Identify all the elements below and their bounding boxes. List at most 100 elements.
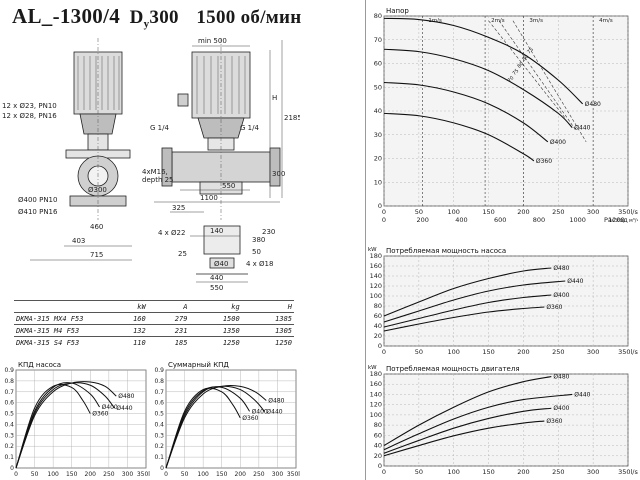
plot-area [15,369,147,469]
plot-area [383,255,629,347]
x-tick-label: 50 [415,468,423,476]
dim-g-left: G 1/4 [150,124,169,132]
efficiency-line [512,20,587,143]
x-tick-label: 100 [448,208,460,216]
series-line [383,48,573,129]
y-tick-label: 80 [374,421,382,429]
series-label: Ø400 [102,404,118,411]
x-tick-label: 100 [197,471,209,478]
series-line [383,420,545,457]
y-tick-label: 0.5 [4,411,14,418]
x-tick-label: 300 [587,468,599,476]
y-tick-label: 0.2 [154,443,164,450]
series-line [165,386,250,469]
spec-cell: 132 [106,324,148,337]
x-tick-label: 0 [14,471,18,478]
series-label: Ø360 [242,415,258,422]
dim-g-right: G 1/4 [240,124,259,132]
dim-d40: Ø40 [214,260,228,268]
y-tick-label: 160 [370,262,382,270]
dim-50: 50 [252,248,261,256]
y-tick-label: 0.3 [154,432,164,439]
x2-tick-label: 0 [382,216,386,224]
x-tick-label: 350l/s [618,208,638,216]
series-label: Ø440 [574,125,590,132]
y-tick-label: 0.8 [154,378,164,385]
x-tick-label: 0 [382,468,386,476]
y-tick-label: 0 [378,462,382,470]
dim-325: 325 [172,204,185,212]
velocity-label: 3m/s [529,18,543,24]
series-line [383,376,552,447]
table-row: DKMA-315 MX4 F53 160 279 1500 1385 [14,312,294,325]
x-tick-label: 250 [103,471,115,478]
x-tick-label: 100 [448,348,460,356]
series-line [383,306,545,332]
efficiency-label: 70 [507,75,516,84]
spec-cell: 1250 [241,336,294,348]
x-tick-label: 350l/s [287,471,300,478]
y-tick-label: 60 [374,431,382,439]
dim-4x18: 4 x Ø18 [246,260,273,268]
series-label: Ø400 [553,292,569,299]
x-tick-label: 50 [181,471,189,478]
dim-d300: Ø300 [88,186,107,194]
spec-cell: 1350 [189,324,242,337]
dim-2185: 2185 [284,114,300,122]
pump-side-view [65,38,131,220]
y-tick-label: 0.9 [154,367,164,374]
total-efficiency-chart: 0 0.1 0.2 0.3 0.4 0.5 0.6 0.7 0.8 0.9 0 50 100 150 200… [154,361,300,478]
y-unit-label: kW [368,247,377,253]
spec-cell: 185 [147,336,190,348]
dim-d400: Ø400 PN10 [18,196,57,204]
series-label: Ø440 [116,405,132,412]
spec-cell: DKMA-315 MX4 F53 [14,312,106,325]
y-tick-label: 0.7 [4,389,14,396]
y-tick-label: 0.7 [154,389,164,396]
series-label: Ø400 [252,408,268,415]
y-tick-label: 30 [374,131,382,139]
y-tick-label: 40 [374,107,382,115]
series-line [15,384,91,469]
spec-header-h: H [241,300,294,313]
y-tick-label: 0.1 [4,454,14,461]
dim-140: 140 [210,227,223,235]
table-row: DKMA-315 M4 F53 132 231 1350 1305 [14,324,294,337]
dim-403: 403 [72,237,85,245]
y-tick-label: 0.4 [4,421,14,428]
x-tick-label: 200 [235,471,247,478]
pump-dimension-drawing: min 500 12 x Ø23, PN10 12 x Ø28, PN16 H … [2,37,300,292]
spec-header-model [14,300,106,313]
y-tick-label: 0.1 [154,454,164,461]
efficiency-line [498,20,576,131]
table-row: DKMA-315 S4 F53 110 185 1250 1250 [14,336,294,348]
spec-cell: 1250 [189,336,242,348]
x-tick-label: 200 [85,471,97,478]
series-label: Ø480 [118,393,134,400]
series-line [383,407,552,454]
x-tick-label: 300 [587,348,599,356]
y-unit-label: kW [368,365,377,371]
efficiency-label: 80 [521,54,530,63]
spec-cell: 1305 [241,324,294,337]
dim-d410: Ø410 PN16 [18,208,58,216]
series-label: Ø480 [553,374,569,381]
series-line [383,81,549,143]
series-line [383,294,552,328]
x2-tick-label: 400 [455,216,467,224]
y-tick-label: 0.5 [154,411,164,418]
y-tick-label: 140 [370,390,382,398]
dim-300: 300 [272,170,285,178]
x-tick-label: 200 [517,468,529,476]
y-tick-label: 120 [370,401,382,409]
x-tick-label: 0 [382,208,386,216]
series-line [15,382,100,469]
y-tick-label: 80 [374,302,382,310]
dim-bolts: 4xM16, [142,168,168,176]
x-tick-label: 150 [482,468,494,476]
y-tick-label: 100 [370,292,382,300]
x-tick-label: 350l/s [618,468,638,476]
x-tick-label: 350l/s [137,471,150,478]
y-tick-label: 0.4 [154,421,164,428]
